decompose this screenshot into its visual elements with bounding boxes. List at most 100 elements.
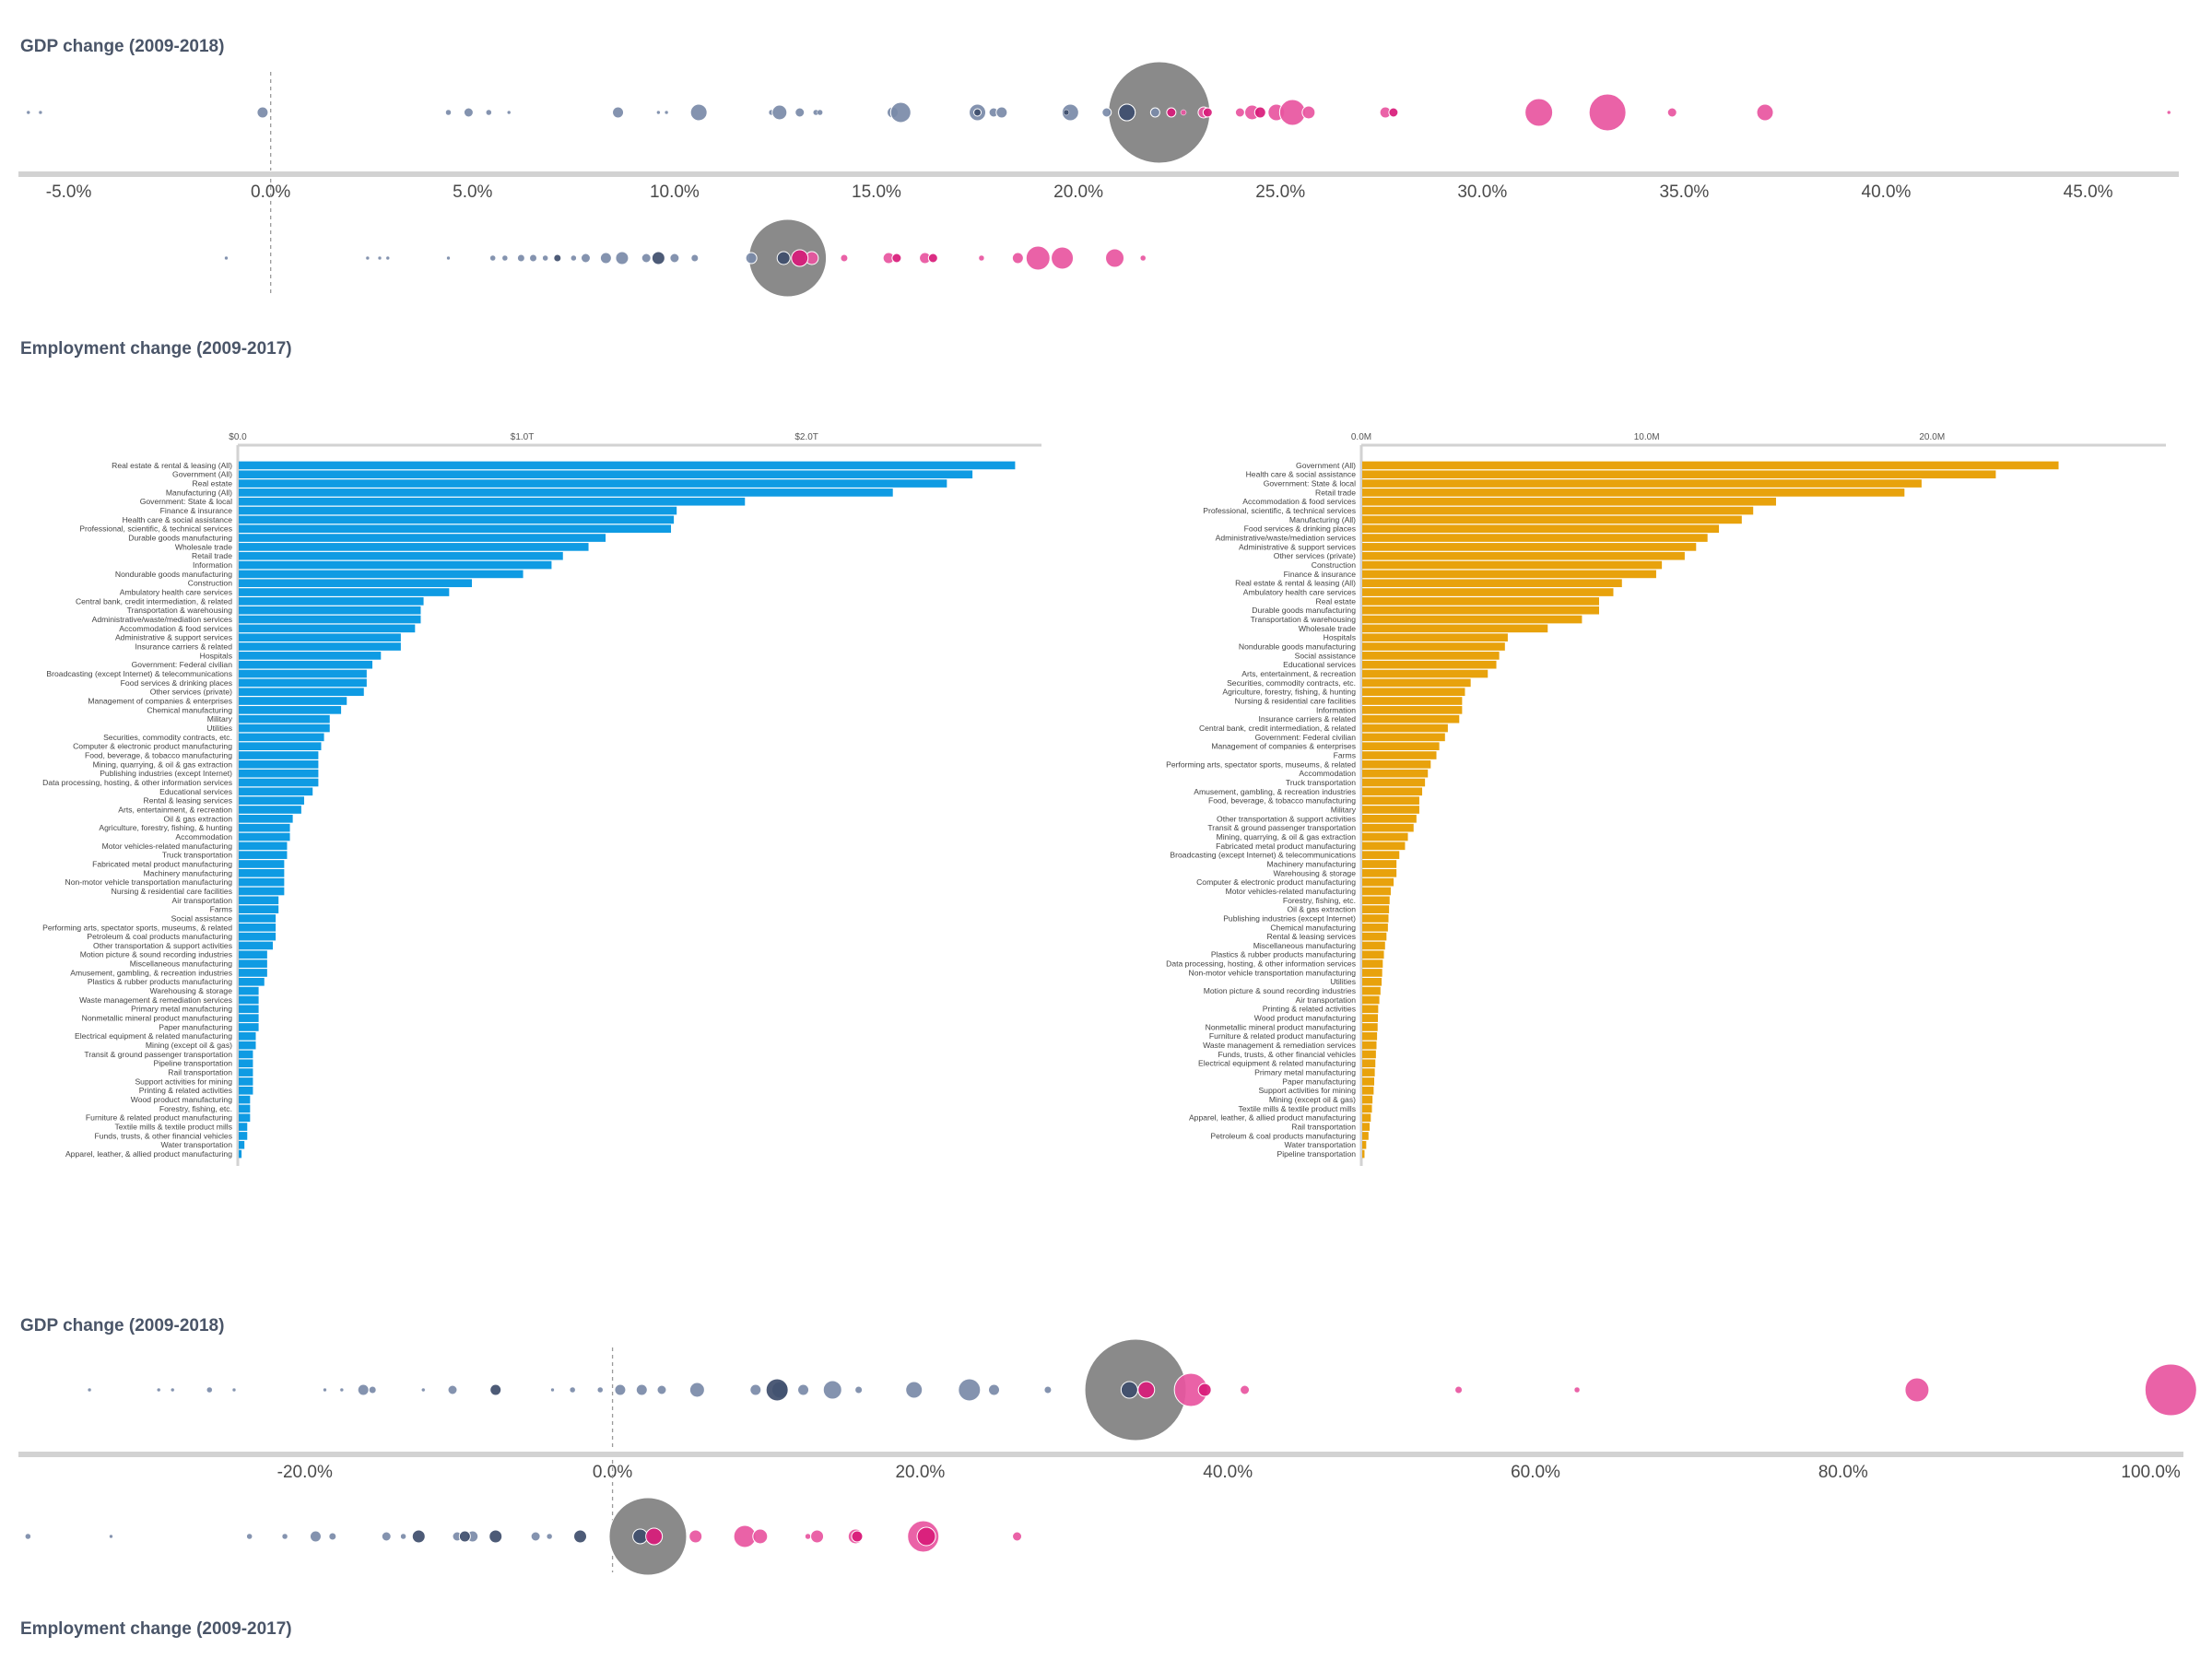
bar-category-label: Motor vehicles-related manufacturing [1226, 887, 1357, 896]
bar [239, 751, 319, 759]
gdp-beeswarm-bottom: -20.0% 0.0% 20.0% 40.0% 60.0% 80.0% 100.0% [18, 1338, 2197, 1482]
bar [239, 733, 324, 742]
bar [239, 678, 367, 688]
bar [239, 579, 473, 588]
bar-category-label: Electrical equipment & related manufactu… [1198, 1059, 1356, 1068]
data-point [1202, 107, 1213, 118]
bar-category-label: Publishing industries (except Internet) [100, 769, 232, 778]
x-tick-label: 0.0% [593, 1463, 632, 1482]
bar [1362, 470, 1996, 479]
data-point [501, 254, 509, 262]
bar [1362, 1068, 1375, 1077]
data-point [973, 108, 982, 117]
bar [239, 724, 330, 733]
bar [1362, 714, 1460, 724]
bar [239, 796, 304, 805]
data-point [573, 1529, 588, 1544]
data-point [156, 1387, 161, 1393]
data-point [516, 253, 525, 263]
bar-category-label: Apparel, leather, & allied product manuf… [65, 1149, 232, 1159]
bar-category-label: Funds, trusts, & other financial vehicle… [94, 1131, 232, 1140]
bar-category-label: Food services & drinking places [1244, 524, 1356, 534]
bar [1362, 787, 1423, 796]
bar [239, 615, 421, 624]
bar-category-label: Data processing, hosting, & other inform… [42, 778, 232, 787]
bar [239, 652, 382, 660]
gdp-bar-chart: $0.0 $1.0T $2.0T Real estate & rental & lea… [42, 432, 1041, 1166]
bar-category-label: Nondurable goods manufacturing [115, 570, 232, 579]
bar-category-label: Nursing & residential care facilities [1235, 696, 1356, 705]
bar-category-label: Government: Federal civilian [132, 660, 233, 669]
data-point [656, 110, 661, 115]
bar [1362, 796, 1419, 805]
bar [239, 497, 746, 506]
bar-category-label: Arts, entertainment, & recreation [1241, 669, 1356, 678]
bar-category-label: Chemical manufacturing [147, 705, 232, 714]
data-point [794, 107, 806, 118]
bar-category-label: Construction [1312, 560, 1356, 570]
x-tick-label: 40.0% [1203, 1463, 1253, 1482]
bar [1362, 551, 1685, 560]
data-point [612, 106, 625, 119]
data-point [745, 252, 758, 265]
bar [1362, 606, 1600, 615]
bar-category-label: Fabricated metal product manufacturing [92, 859, 232, 868]
bar-category-label: Printing & related activities [1263, 1005, 1356, 1014]
data-point [339, 1387, 345, 1393]
data-point [309, 1530, 322, 1543]
data-point [246, 1533, 253, 1540]
bar [1362, 579, 1622, 588]
data-point [1118, 103, 1136, 122]
data-point [109, 1534, 113, 1539]
bar [1362, 1050, 1376, 1059]
bar [239, 1068, 253, 1077]
bar [239, 633, 401, 642]
bar [239, 941, 274, 950]
bar [1362, 479, 1922, 488]
bar [239, 706, 342, 714]
bar-category-label: Administrative & support services [115, 633, 232, 642]
bar [239, 624, 416, 633]
bar-category-label: Pipeline transportation [1277, 1149, 1356, 1159]
bar-category-label: Agriculture, forestry, fishing, & huntin… [1222, 688, 1356, 697]
bar-category-label: Air transportation [172, 896, 233, 905]
bar [1362, 932, 1387, 941]
bar [1362, 986, 1381, 995]
bar-tick-label: $0.0 [229, 432, 247, 442]
data-point [206, 1386, 213, 1394]
bar [1362, 1149, 1365, 1159]
data-point [489, 254, 496, 262]
bar-category-label: Furniture & related product manufacturin… [86, 1113, 232, 1123]
bar-category-label: Other transportation & support activitie… [1217, 814, 1356, 823]
data-point [891, 253, 902, 264]
data-point [596, 1386, 604, 1394]
bar-category-label: Food services & drinking places [121, 678, 232, 688]
bar [239, 714, 330, 724]
data-point [1105, 248, 1125, 268]
bar-category-label: Government: Federal civilian [1255, 733, 1357, 742]
data-point [1012, 1531, 1023, 1542]
bar-category-label: Electrical equipment & related manufactu… [75, 1031, 232, 1041]
bar-category-label: Paper manufacturing [159, 1022, 232, 1031]
bar [1362, 896, 1390, 905]
bar [239, 869, 285, 877]
bar-category-label: Educational services [1283, 660, 1356, 669]
bar [1362, 950, 1384, 959]
bar [1362, 597, 1600, 606]
bar-category-label: Other transportation & support activitie… [93, 941, 232, 950]
bar [239, 1041, 256, 1050]
data-point [1588, 93, 1627, 132]
bar-category-label: Wood product manufacturing [131, 1095, 232, 1104]
bar [239, 642, 401, 651]
bar [1362, 977, 1382, 986]
bar-category-label: Nondurable goods manufacturing [1239, 641, 1356, 651]
data-point [411, 1529, 426, 1544]
bar-category-label: Warehousing & storage [1274, 868, 1357, 877]
bar-category-label: Construction [188, 579, 232, 588]
bar [239, 851, 288, 859]
bar [1362, 488, 1905, 497]
data-point [905, 1381, 924, 1399]
bar [239, 669, 367, 678]
bar [1362, 1132, 1369, 1140]
bar [239, 1031, 256, 1041]
